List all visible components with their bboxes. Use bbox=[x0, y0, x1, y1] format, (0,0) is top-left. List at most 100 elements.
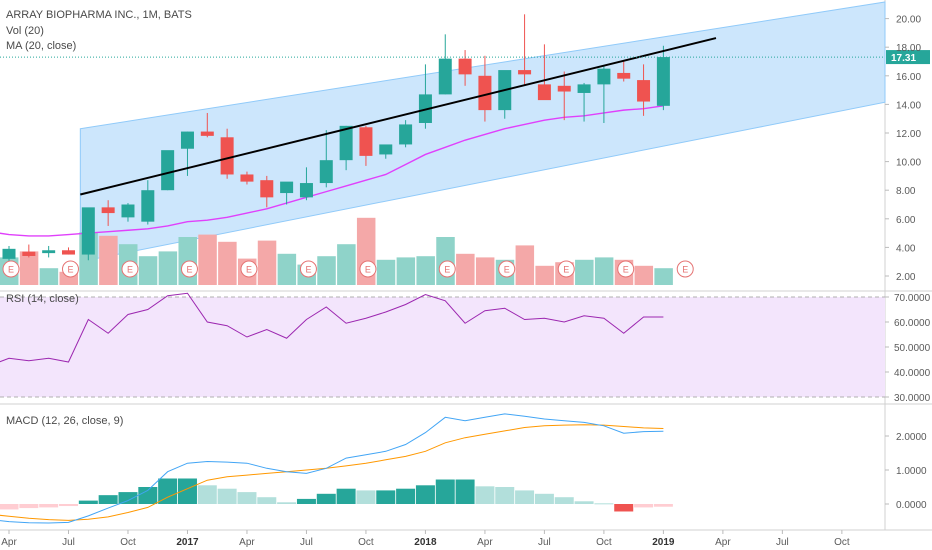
earnings-circle bbox=[438, 260, 456, 278]
macd-histogram-bar bbox=[296, 498, 316, 504]
candle-body bbox=[42, 250, 56, 254]
earnings-circle bbox=[498, 260, 516, 278]
candle bbox=[2, 245, 16, 262]
macd-line bbox=[0, 413, 664, 524]
macd-histogram-bar bbox=[475, 486, 495, 504]
rsi-line bbox=[0, 292, 664, 369]
trendline-layer[interactable] bbox=[80, 37, 717, 196]
candle-body bbox=[319, 160, 333, 184]
regression-channel[interactable] bbox=[79, 1, 886, 263]
vol-legend: Vol (20) bbox=[6, 25, 44, 37]
candle bbox=[101, 200, 115, 226]
volume-bar bbox=[515, 245, 535, 285]
macd-histogram-bar bbox=[138, 487, 158, 504]
macd-histogram-bar bbox=[58, 504, 78, 507]
candle-body bbox=[299, 183, 313, 198]
macd-histogram-bar bbox=[237, 492, 257, 504]
earnings-marker: E bbox=[2, 260, 20, 278]
earnings-label: E bbox=[563, 265, 569, 275]
macd-histogram-bar bbox=[534, 493, 554, 504]
price-tick-label: 12.00 bbox=[896, 129, 921, 140]
candle bbox=[577, 82, 591, 122]
candle-body bbox=[438, 58, 452, 95]
macd-histogram-bar bbox=[316, 493, 336, 504]
volume-bar bbox=[39, 268, 59, 285]
macd-histogram-bar bbox=[455, 479, 475, 504]
earnings-label: E bbox=[365, 265, 371, 275]
volume-bar bbox=[99, 235, 118, 285]
price-tick-label: 18.00 bbox=[896, 43, 921, 54]
candle bbox=[379, 144, 393, 159]
macd-histogram-bar bbox=[98, 495, 118, 504]
volume-bar bbox=[416, 256, 435, 285]
macd-histogram-bar bbox=[39, 504, 59, 508]
macd-tick-label: 2.0000 bbox=[896, 432, 927, 443]
candle-body bbox=[81, 207, 95, 255]
candle-body bbox=[101, 207, 115, 214]
macd-histogram-bar bbox=[118, 492, 138, 504]
time-tick-label: Apr bbox=[239, 537, 255, 548]
last-price-tag-label: 17.31 bbox=[891, 53, 916, 64]
macd-histogram-bar bbox=[356, 490, 376, 504]
earnings-label: E bbox=[67, 265, 73, 275]
volume-bar bbox=[634, 265, 654, 285]
candle-body bbox=[180, 131, 194, 149]
earnings-circle bbox=[557, 260, 575, 278]
rsi-legend: RSI (14, close) bbox=[6, 293, 79, 305]
candle-body bbox=[518, 70, 532, 75]
earnings-circle bbox=[359, 260, 377, 278]
time-tick-label: Jul bbox=[300, 537, 313, 548]
price-tick-label: 14.00 bbox=[896, 100, 921, 111]
price-tick-label: 10.00 bbox=[896, 158, 921, 169]
macd-histogram-bar bbox=[78, 500, 98, 504]
volume-bar bbox=[376, 259, 396, 285]
candle bbox=[537, 44, 551, 101]
volume-bar bbox=[218, 241, 237, 285]
earnings-label: E bbox=[127, 265, 133, 275]
time-tick-label: Apr bbox=[477, 537, 493, 548]
macd-tick-label: 0.0000 bbox=[896, 500, 927, 511]
earnings-circle bbox=[61, 260, 79, 278]
volume-bar bbox=[594, 257, 614, 285]
candle bbox=[319, 130, 333, 188]
time-axis: Apr Jul Oct 2017 Apr Jul Oct 2018 Apr Jul Oct 2019 A… bbox=[1, 530, 850, 548]
volume-bar bbox=[535, 265, 554, 285]
volume-bar bbox=[158, 251, 178, 285]
candle bbox=[597, 65, 611, 123]
rsi-tick-label: 70.0000 bbox=[894, 293, 931, 304]
rsi-tick-label: 50.0000 bbox=[894, 343, 931, 354]
macd-histogram-bar bbox=[634, 504, 654, 508]
volume-bar bbox=[475, 257, 495, 285]
rsi-band bbox=[0, 297, 885, 397]
earnings-label: E bbox=[186, 265, 192, 275]
macd-histogram-bar bbox=[594, 503, 614, 505]
trendline bbox=[80, 37, 717, 196]
earnings-marker: E bbox=[617, 260, 635, 278]
channel-fill bbox=[79, 1, 886, 263]
time-tick-label: Oct bbox=[596, 537, 612, 548]
candle-body bbox=[379, 144, 393, 155]
chart-title: ARRAY BIOPHARMA INC., 1M, BATS bbox=[6, 9, 192, 21]
volume-bar bbox=[575, 259, 594, 285]
macd-tick-label: 1.0000 bbox=[896, 466, 927, 477]
earnings-marker: E bbox=[557, 260, 575, 278]
macd-histogram-bar bbox=[177, 478, 197, 504]
earnings-circle bbox=[180, 260, 198, 278]
macd-histogram-bar bbox=[197, 485, 217, 504]
earnings-circle bbox=[617, 260, 635, 278]
macd-histogram-bar bbox=[515, 490, 535, 504]
price-axis: 20.00 18.00 16.00 14.00 12.00 10.00 8.00 6.00 4.… bbox=[885, 15, 921, 283]
macd-histogram-bar bbox=[653, 504, 673, 507]
macd-histogram-bar bbox=[614, 504, 634, 512]
rsi-tick-label: 30.0000 bbox=[894, 393, 931, 404]
candle bbox=[161, 150, 175, 191]
time-tick-label: Oct bbox=[120, 537, 136, 548]
candle-body bbox=[200, 131, 214, 136]
candle bbox=[240, 171, 254, 185]
time-tick-label: 2019 bbox=[652, 537, 675, 548]
earnings-label: E bbox=[305, 265, 311, 275]
earnings-label: E bbox=[623, 265, 629, 275]
volume-bar bbox=[317, 256, 336, 285]
candle bbox=[458, 50, 472, 86]
